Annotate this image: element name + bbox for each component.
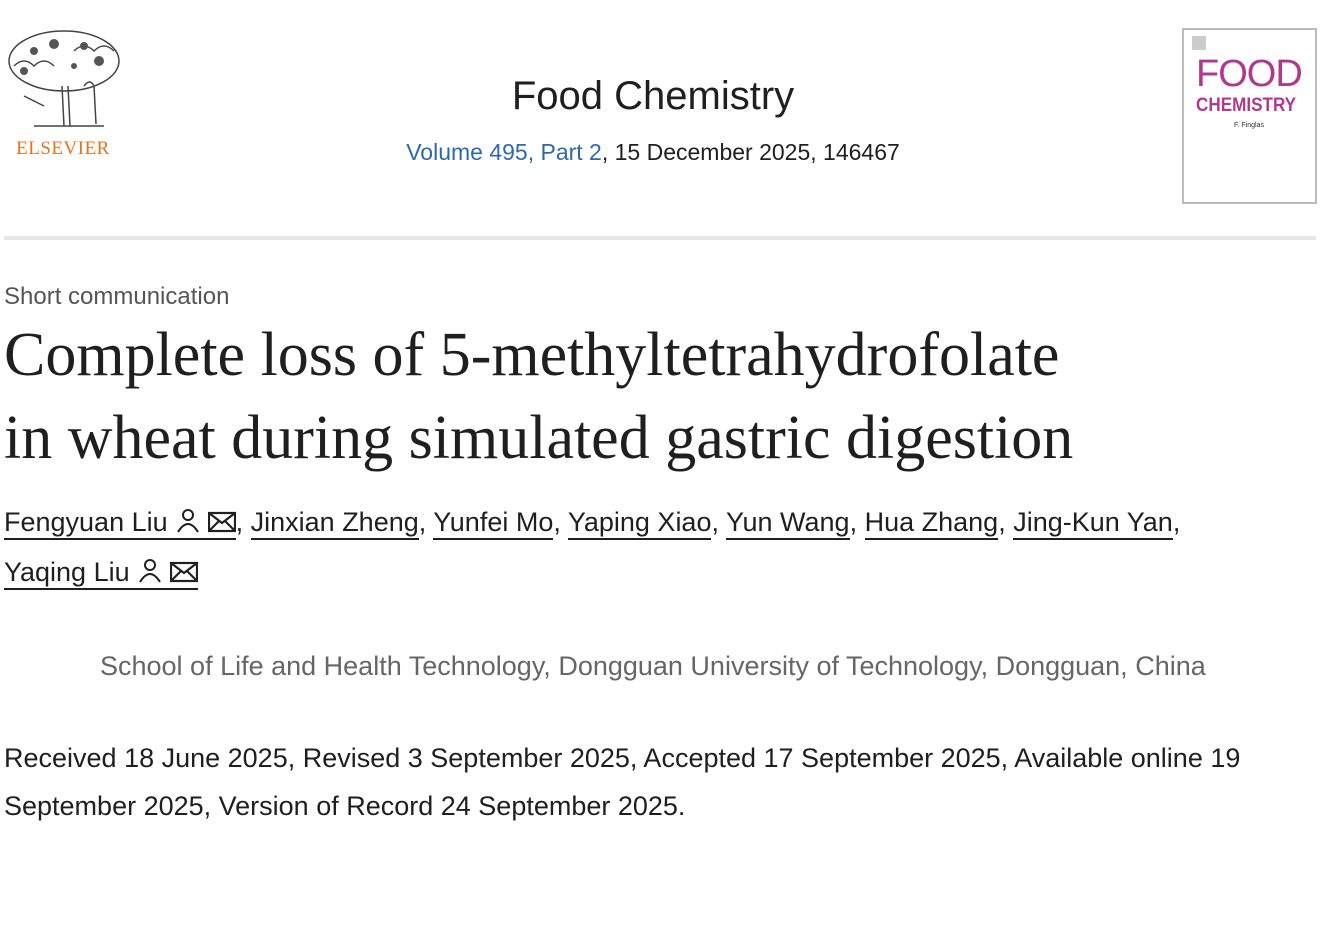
cover-publisher-icon [1192,36,1206,50]
author-link[interactable]: Hua Zhang [864,507,999,540]
header-divider [4,236,1316,240]
author-separator: , [553,507,568,537]
author-list: Fengyuan Liu, Jinxian Zheng, Yunfei Mo, … [4,498,1324,598]
person-icon [138,550,162,598]
author-name: Jinxian Zheng [250,507,419,537]
journal-cover[interactable]: FOOD CHEMISTRY F. Finglas [1182,28,1317,204]
title-line-2: in wheat during simulated gastric digest… [4,404,1074,472]
author-separator: , [711,507,726,537]
person-icon [176,500,200,548]
author-link[interactable]: Yaping Xiao [567,507,712,540]
author-name: Yunfei Mo [433,507,554,537]
author-link[interactable]: Yaqing Liu [4,557,198,590]
journal-header: ELSEVIER Food Chemistry Volume 495, Part… [0,0,1332,236]
author-link[interactable]: Jinxian Zheng [250,507,419,540]
author-name: Jing-Kun Yan [1013,507,1173,537]
author-separator: , [418,507,434,537]
article-type: Short communication [4,283,230,310]
author-link[interactable]: Yun Wang [725,507,850,540]
issue-info: , 15 December 2025, 146467 [601,139,900,165]
elsevier-logo[interactable]: ELSEVIER [4,26,122,162]
volume-info: Volume 495, Part 2, 15 December 2025, 14… [300,138,1006,166]
author-link[interactable]: Yunfei Mo [433,507,554,540]
author-name: Yun Wang [725,507,850,537]
article-title: Complete loss of 5-methyltetrahydrofolat… [4,314,1324,480]
author-name: Fengyuan Liu [4,507,168,537]
title-line-1: Complete loss of 5-methyltetrahydrofolat… [4,321,1060,389]
cover-editor: F. Finglas [1234,122,1264,129]
article-header: Short communication Complete loss of 5-m… [0,282,1332,850]
journal-title[interactable]: Food Chemistry [511,74,795,118]
article-dates: Received 18 June 2025, Revised 3 Septemb… [4,743,1241,821]
tree-icon [8,30,120,127]
affiliation: School of Life and Health Technology, Do… [100,651,1206,681]
elsevier-wordmark: ELSEVIER [16,138,110,159]
author-link[interactable]: Jing-Kun Yan [1013,507,1173,540]
author-link[interactable]: Fengyuan Liu [4,507,236,540]
author-name: Yaqing Liu [4,557,130,587]
author-separator: , [849,507,865,537]
author-separator: , [998,507,1014,537]
volume-link[interactable]: Volume 495, Part 2 [406,139,602,165]
cover-title-food: FOOD [1196,53,1303,95]
author-name: Hua Zhang [864,507,999,537]
email-icon[interactable] [207,500,236,548]
author-separator: , [1172,507,1181,537]
cover-title-chemistry: CHEMISTRY [1196,95,1297,116]
email-icon[interactable] [169,550,198,598]
author-separator: , [235,507,251,537]
author-name: Yaping Xiao [567,507,712,537]
